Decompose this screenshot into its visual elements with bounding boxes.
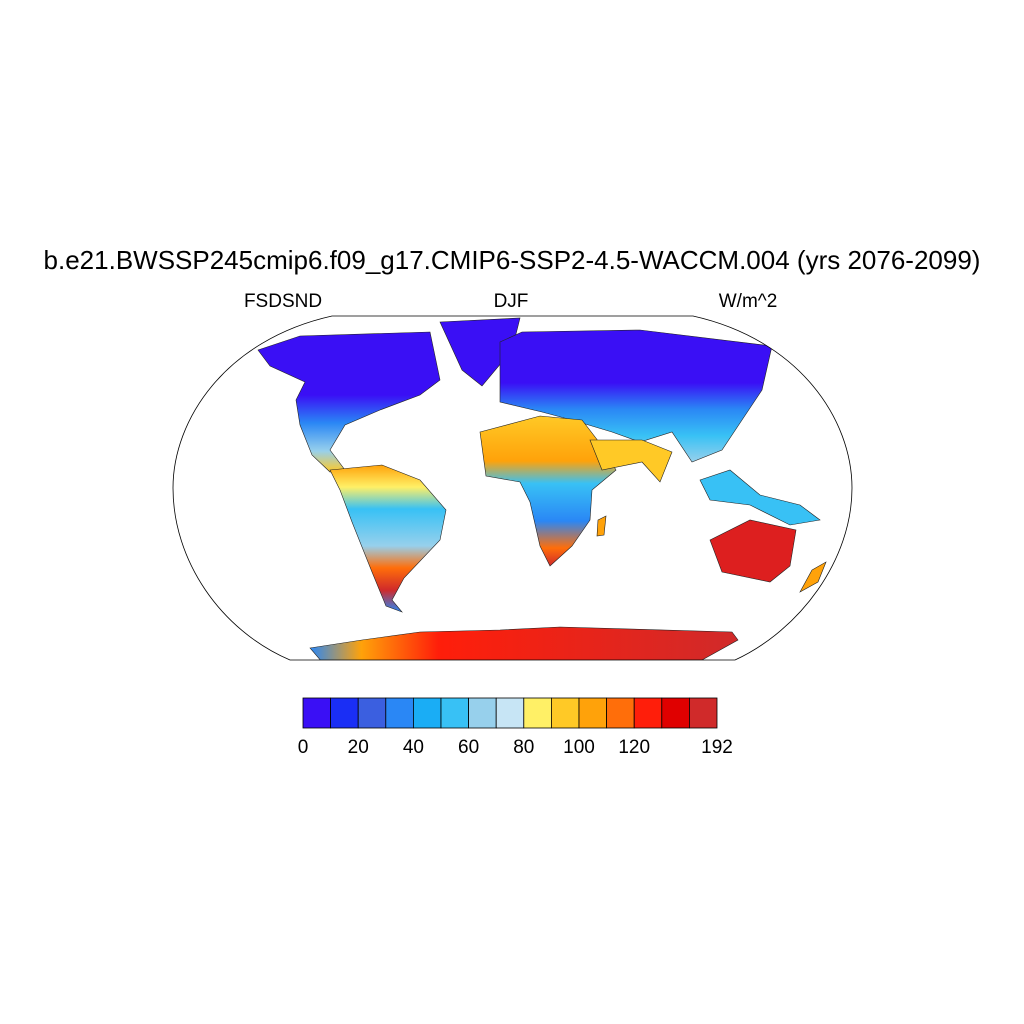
southeast-asia: [699, 469, 821, 526]
arabia-india: [589, 439, 673, 483]
variable-label: FSDSND: [244, 291, 322, 312]
north-america: [257, 331, 441, 473]
colorbar-box: [440, 697, 470, 729]
colorbar-label: 80: [513, 737, 534, 758]
map-outline: [172, 315, 853, 661]
colorbar-box: [357, 697, 387, 729]
colorbar: 0 20 40 60 80 100 120 192: [298, 697, 733, 758]
colorbar-label: 192: [701, 737, 733, 758]
colorbar-box: [385, 697, 414, 729]
africa: [479, 415, 617, 567]
colorbar-box: [606, 697, 635, 729]
madagascar: [596, 515, 607, 537]
greenland: [439, 317, 521, 387]
colorbar-box: [633, 697, 663, 729]
colorbar-label: 20: [348, 737, 369, 758]
land: [257, 317, 827, 660]
season-label: DJF: [494, 291, 529, 312]
colorbar-box: [468, 697, 497, 729]
title: b.e21.BWSSP245cmip6.f09_g17.CMIP6-SSP2-4…: [44, 245, 981, 275]
colorbar-box: [523, 697, 552, 729]
colorbar-box: [412, 697, 442, 729]
colorbar-label: 40: [403, 737, 424, 758]
south-america: [329, 464, 447, 613]
antarctica: [309, 626, 739, 660]
colorbar-label: 120: [618, 737, 650, 758]
australia: [709, 519, 797, 583]
colorbar-label: 60: [458, 737, 479, 758]
colorbar-box: [661, 697, 690, 729]
eurasia: [499, 329, 773, 463]
colorbar-label: 0: [298, 737, 309, 758]
colorbar-box: [578, 697, 608, 729]
colorbar-label: 100: [563, 737, 595, 758]
new-zealand: [799, 561, 827, 593]
colorbar-box: [689, 697, 718, 729]
colorbar-box: [551, 697, 580, 729]
colorbar-box: [495, 697, 525, 729]
colorbar-box: [330, 697, 359, 729]
units-label: W/m^2: [719, 291, 778, 312]
colorbar-box: [302, 697, 332, 729]
